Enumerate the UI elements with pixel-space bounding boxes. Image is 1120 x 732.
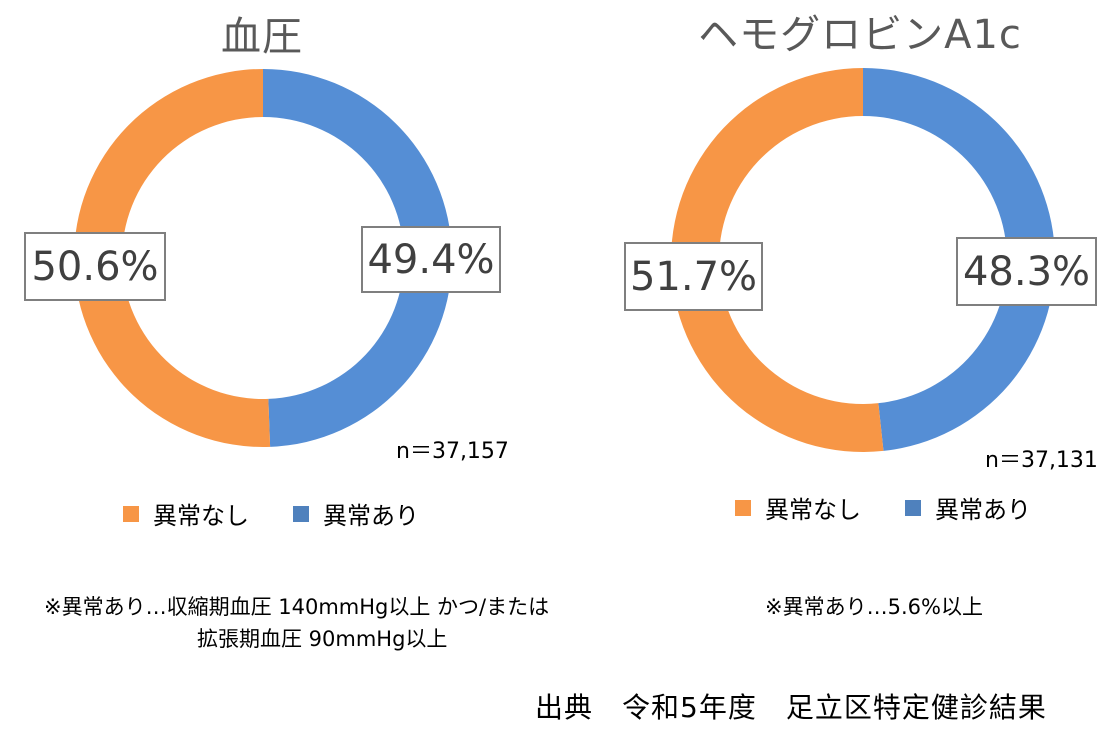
bp-donut (74, 69, 453, 447)
legend-label-normal: 異常なし (153, 502, 249, 530)
hba1c-chart-title: ヘモグロビンA1c (698, 12, 1022, 58)
blue-square-icon (293, 505, 309, 522)
abnormal-segment (863, 68, 1056, 451)
legend-item-normal: 異常なし (123, 496, 249, 531)
source-citation: 出典 令和5年度 足立区特定健診結果 (535, 691, 1047, 724)
orange-square-icon (123, 505, 139, 522)
blue-square-icon (905, 499, 921, 516)
normal-segment (74, 69, 271, 447)
bp-note-line2: 拡張期血圧 90mmHg以上 (197, 627, 448, 651)
bp-legend: 異常なし 異常あり (123, 496, 419, 531)
hba1c-legend: 異常なし 異常あり (735, 490, 1031, 525)
bp-chart-title: 血圧 (221, 14, 303, 60)
legend-label-abnormal: 異常あり (323, 502, 419, 530)
bp-sample-size: n＝37,157 (396, 439, 509, 464)
hba1c-abnormal-pct-label: 48.3% (956, 237, 1097, 306)
legend-item-normal: 異常なし (735, 490, 861, 525)
hba1c-note: ※異常あり…5.6%以上 (765, 595, 983, 619)
hba1c-sample-size: n＝37,131 (985, 448, 1098, 473)
bp-abnormal-pct-label: 49.4% (361, 226, 501, 293)
legend-item-abnormal: 異常あり (905, 490, 1031, 525)
hba1c-donut (671, 68, 1056, 452)
bp-note-line1: ※異常あり…収縮期血圧 140mmHg以上 かつ/または (44, 595, 550, 619)
legend-label-normal: 異常なし (765, 496, 861, 524)
bp-normal-pct-label: 50.6% (24, 232, 166, 301)
legend-item-abnormal: 異常あり (293, 496, 419, 531)
legend-label-abnormal: 異常あり (935, 496, 1031, 524)
abnormal-segment (263, 69, 453, 447)
normal-segment (671, 68, 884, 452)
hba1c-normal-pct-label: 51.7% (624, 242, 763, 311)
orange-square-icon (735, 499, 751, 516)
